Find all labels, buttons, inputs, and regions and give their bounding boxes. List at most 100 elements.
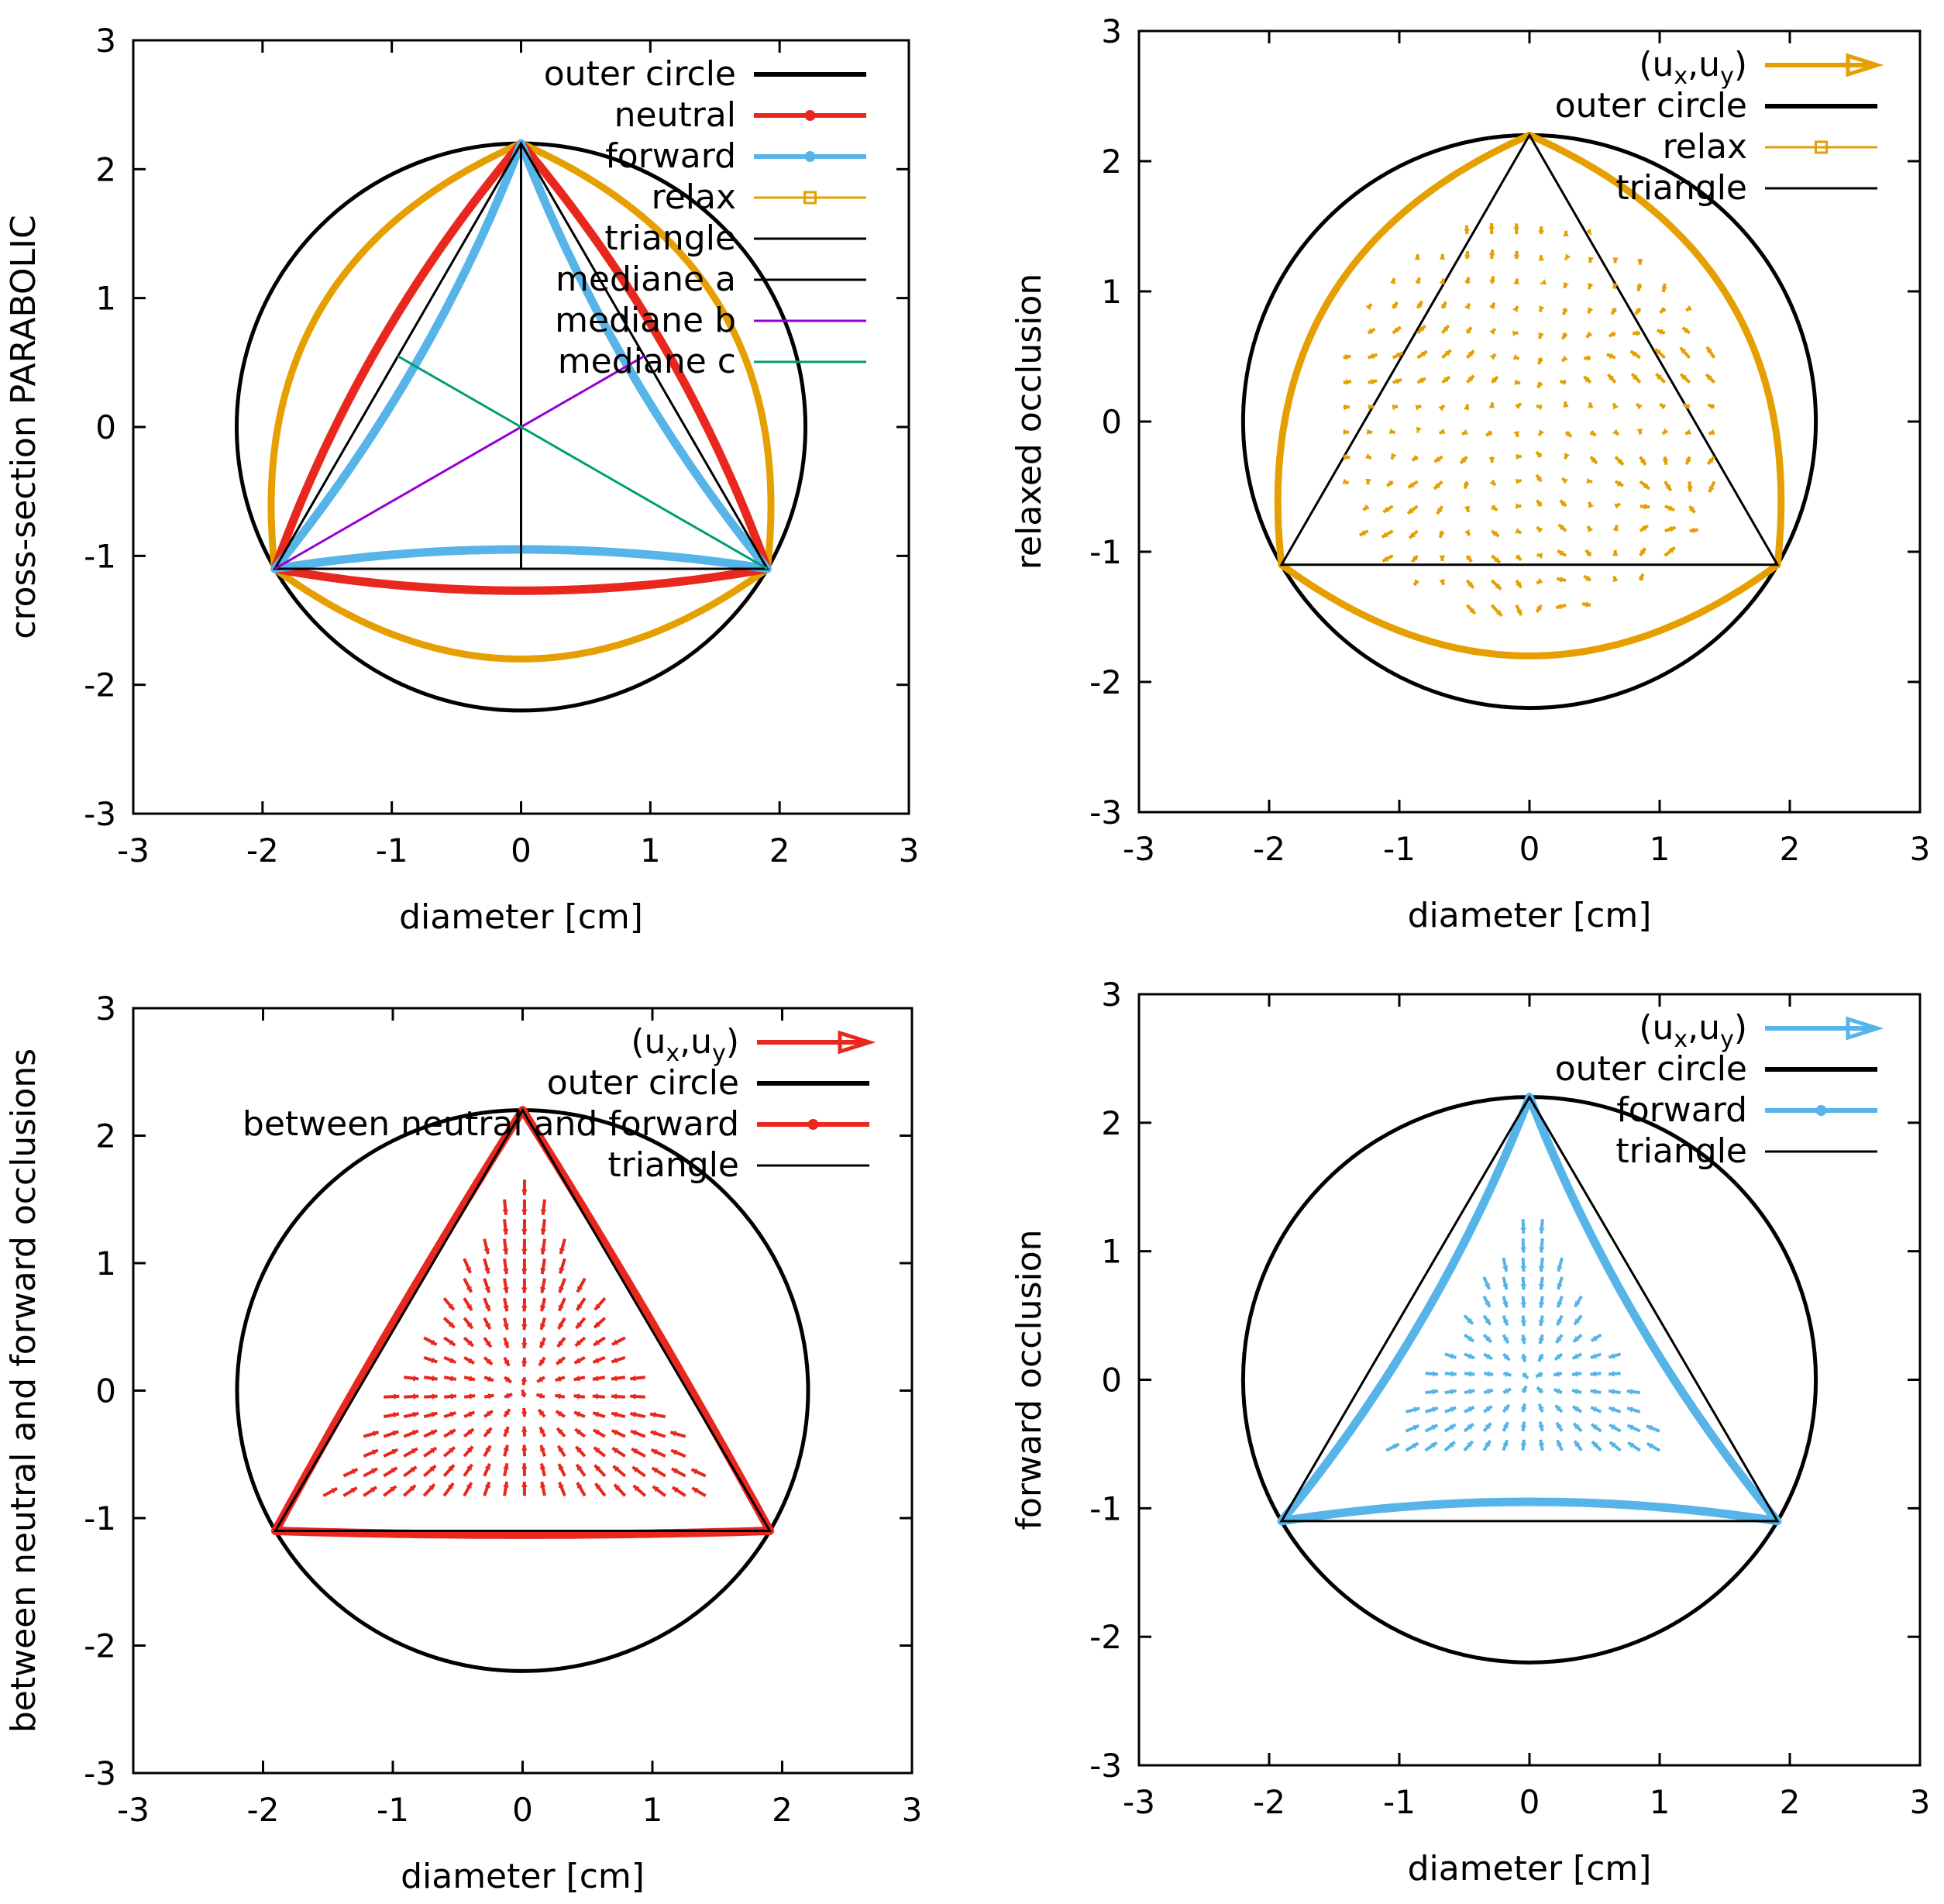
vector-arrow-head — [1515, 403, 1522, 410]
vector-arrow-head — [484, 1482, 490, 1489]
vector-arrow-head — [486, 1410, 493, 1417]
vector-arrow-head — [576, 1446, 582, 1453]
vector-arrow-head — [431, 1411, 438, 1418]
legend-arrow-head — [838, 1030, 876, 1055]
vector-arrow-head — [1609, 331, 1615, 337]
vector-arrow-head — [1536, 500, 1543, 507]
y-tick-label: -3 — [1089, 1747, 1122, 1785]
vector-arrow-head — [574, 1411, 581, 1417]
vector-arrow-head — [1557, 1283, 1563, 1289]
vector-arrow-head — [1520, 1338, 1527, 1345]
vector-arrow-head — [1588, 526, 1594, 533]
vector-arrow-head — [1538, 1421, 1545, 1428]
vector-arrow-head — [506, 1393, 513, 1400]
vector-arrow-head — [1515, 528, 1522, 534]
y-tick-label: 2 — [95, 150, 116, 188]
vector-arrow-head — [1513, 431, 1519, 437]
y-tick-label: 2 — [1101, 1104, 1122, 1142]
vector-arrow-head — [1389, 277, 1396, 284]
vector-arrow-head — [1520, 1320, 1527, 1326]
vector-arrow-head — [649, 1412, 656, 1418]
vector-arrow-head — [1668, 547, 1675, 553]
vector-arrow-head — [1556, 1336, 1562, 1343]
vector-arrow-head — [413, 1375, 419, 1382]
vector-arrow-head — [448, 1447, 455, 1454]
vector-field — [1385, 1219, 1660, 1452]
vector-arrow-head — [1504, 1389, 1511, 1394]
vector-arrow-head — [594, 1447, 600, 1454]
vector-arrow-head — [558, 1464, 564, 1471]
vector-arrow-head — [1414, 579, 1420, 586]
vector-arrow-head — [521, 1229, 528, 1235]
vector-arrow-head — [1412, 1424, 1419, 1431]
vector-arrow-head — [413, 1393, 419, 1400]
vector-arrow-head — [448, 1303, 454, 1310]
vector-arrow-head — [540, 1268, 546, 1275]
vector-arrow-head — [1608, 374, 1615, 381]
vector-arrow-head — [631, 1430, 637, 1436]
legend-label-part: ,u — [1688, 45, 1720, 84]
vector-arrow-head — [575, 1340, 582, 1346]
vector-arrow-head — [1443, 325, 1449, 332]
vector-arrow-head — [1586, 477, 1593, 484]
vector-arrow-head — [1487, 1371, 1494, 1377]
between-curve-core — [273, 1107, 772, 1537]
vector-arrow-head — [1557, 1265, 1563, 1272]
vector-arrow-head — [503, 1463, 509, 1470]
x-tick-label: 2 — [769, 831, 790, 869]
vector-arrow-head — [539, 1482, 546, 1488]
vector-arrow-head — [431, 1357, 438, 1363]
vector-arrow-head — [1571, 1371, 1578, 1377]
vector-arrow-head — [1639, 548, 1646, 555]
vector-arrow-head — [1636, 404, 1643, 410]
vector-arrow-head — [1708, 429, 1715, 436]
vector-arrow-head — [1467, 1335, 1474, 1341]
vector-arrow-head — [1485, 1423, 1492, 1430]
vector-arrow-head — [559, 1267, 565, 1274]
vector-arrow-head — [573, 1375, 580, 1382]
mediane-c — [397, 355, 769, 570]
vector-arrow-head — [1661, 286, 1667, 293]
vector-arrow-head — [467, 1429, 474, 1435]
vector-arrow-head — [487, 1375, 494, 1382]
vector-arrow-head — [1538, 1302, 1545, 1308]
legend-label-part: ) — [1734, 1008, 1747, 1048]
vector-arrow-head — [1538, 1283, 1545, 1290]
legend-label: mediane c — [558, 342, 736, 381]
legend-label: mediane a — [556, 260, 736, 299]
triangle — [1279, 1094, 1780, 1523]
vector-arrow-head — [1646, 1425, 1653, 1431]
vector-arrow-head — [1612, 550, 1619, 556]
legend-label-sub: y — [1720, 1026, 1734, 1053]
vector-arrow-head — [1505, 1371, 1512, 1377]
vector-arrow-head — [1516, 503, 1522, 510]
vector-arrow-head — [1467, 1353, 1474, 1359]
vector-arrow-head — [540, 1209, 547, 1215]
vector-arrow-head — [466, 1464, 473, 1471]
vector-arrow-head — [594, 1303, 601, 1310]
vector-arrow-head — [539, 1427, 545, 1434]
vector-arrow-head — [1538, 226, 1544, 232]
vector-arrow-head — [521, 1342, 528, 1348]
vector-arrow-head — [1485, 1441, 1491, 1448]
vector-field — [322, 1179, 707, 1497]
vector-arrow-head — [1485, 1336, 1492, 1342]
vector-arrow-head — [1449, 1424, 1456, 1431]
vector-arrow-head — [351, 1468, 358, 1475]
vector-arrow-head — [485, 1427, 492, 1434]
vector-arrow-head — [1591, 1424, 1598, 1431]
vector-arrow-head — [1563, 230, 1569, 237]
vector-arrow-head — [1537, 358, 1544, 365]
legend-marker — [807, 1119, 819, 1130]
vector-arrow-head — [1383, 506, 1390, 512]
y-axis-title: between neutral and forward occlusions — [4, 1048, 43, 1733]
vector-arrow-head — [1344, 404, 1350, 411]
vector-arrow-head — [594, 1465, 601, 1472]
vector-arrow-head — [1692, 527, 1698, 534]
vector-arrow-head — [1412, 556, 1418, 563]
vector-arrow-head — [1536, 1371, 1543, 1377]
vector-arrow-head — [1609, 1370, 1615, 1377]
vector-arrow-head — [1467, 581, 1474, 588]
